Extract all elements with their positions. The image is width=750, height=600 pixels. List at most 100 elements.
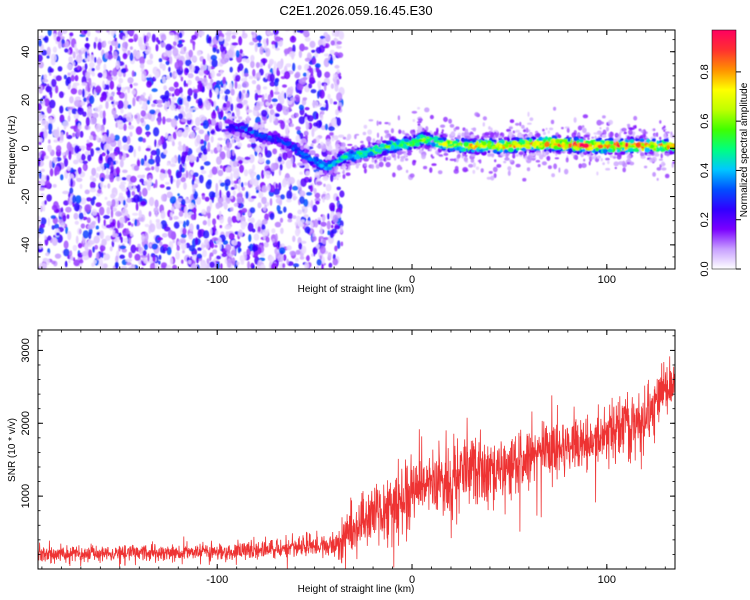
spectrogram-cell xyxy=(523,129,526,133)
spectrogram-cell xyxy=(294,221,298,226)
spectrogram-cell xyxy=(340,146,346,150)
spectrogram-cell xyxy=(85,116,90,127)
spectrogram-cell xyxy=(277,138,282,143)
spectrogram-cell xyxy=(240,126,245,130)
spectrogram-cell xyxy=(470,134,475,138)
spectrogram-cell xyxy=(264,72,268,79)
spectrogram-cell xyxy=(128,125,135,130)
spectrogram-cell xyxy=(154,70,160,79)
spectrogram-cell xyxy=(342,155,349,159)
spectrogram-cell xyxy=(122,199,126,206)
spectrogram-cell xyxy=(653,148,657,151)
spectrogram-cell xyxy=(113,114,119,119)
spectrogram-cell xyxy=(242,58,247,62)
spectrogram-cell xyxy=(119,245,127,250)
spectrogram-cell xyxy=(273,188,280,196)
spectrogram-cell xyxy=(163,85,168,91)
spectrogram-cell xyxy=(208,191,216,199)
spectrogram-cell xyxy=(68,56,73,63)
spectrogram-cell xyxy=(310,67,314,77)
spectrogram-cell xyxy=(330,83,334,89)
spectrogram-cell xyxy=(301,245,307,254)
spectrogram-cell xyxy=(312,204,318,213)
spectrogram-cell xyxy=(504,143,509,148)
spectrogram-cell xyxy=(312,233,316,237)
spectrogram-cell xyxy=(281,179,287,188)
spectrogram-cell xyxy=(277,156,283,163)
spectrogram-cell xyxy=(336,78,340,85)
spectrogram-cell xyxy=(289,250,296,256)
spectrogram-cell xyxy=(259,263,266,269)
spectrogram-cell xyxy=(336,69,340,74)
spectrogram-cell xyxy=(595,138,601,142)
spectrogram-cell xyxy=(320,221,327,227)
spectrogram-cell xyxy=(241,208,248,213)
spectrogram-cell xyxy=(189,131,196,139)
spectrogram-cell xyxy=(541,161,548,166)
spectrogram-cell xyxy=(639,138,645,143)
spectrogram-cell xyxy=(65,226,68,235)
spectrogram-cell xyxy=(70,74,75,82)
spectrogram-cell xyxy=(52,46,58,53)
spectrogram-cell xyxy=(274,221,282,228)
spectrogram-cell xyxy=(614,152,618,156)
spectrogram-cell xyxy=(182,96,187,105)
spectrogram-cell xyxy=(217,169,224,177)
spectrogram-cell xyxy=(250,217,255,224)
spectrogram-cell xyxy=(525,146,532,150)
spectrogram-cell xyxy=(58,41,62,49)
spectrogram-cell xyxy=(261,196,267,205)
spectrogram-cell xyxy=(336,45,342,49)
spectrogram-cell xyxy=(63,240,69,249)
spectrogram-cell xyxy=(266,30,271,36)
spectrogram-cell xyxy=(203,140,207,147)
spectrogram-cell xyxy=(450,131,456,137)
spectrogram-cell xyxy=(103,184,107,189)
spectrogram-cell xyxy=(47,235,52,241)
spectrogram-cell xyxy=(227,216,232,224)
spectrogram-cell xyxy=(66,166,71,172)
spectrogram-cell xyxy=(120,181,127,186)
spectrogram-cell xyxy=(160,42,166,48)
spectrogram-cell xyxy=(228,232,235,240)
spectrogram-cell xyxy=(129,52,134,62)
spectrogram-cell xyxy=(322,38,326,47)
spectrogram-cell xyxy=(69,96,74,104)
spectrogram-cell xyxy=(240,182,244,188)
spectrogram-cell xyxy=(127,135,131,142)
spectrogram-cell xyxy=(388,150,395,154)
spectrogram-cell xyxy=(212,47,217,53)
spectrogram-cell xyxy=(206,258,210,264)
spectrogram-cell xyxy=(63,158,69,167)
spectrogram-cell xyxy=(264,146,268,155)
spectrogram-cell xyxy=(319,255,322,260)
spectrogram-cell xyxy=(475,166,480,170)
spectrogram-cell xyxy=(133,33,139,42)
spectrogram-cell xyxy=(117,220,121,229)
spectrogram-cell xyxy=(236,219,241,223)
spectrogram-cell xyxy=(511,134,516,138)
spectrogram-cell xyxy=(518,151,524,156)
spectrogram-cell xyxy=(140,158,145,166)
spectrogram-cell xyxy=(405,169,409,173)
spectrogram-cell xyxy=(185,83,189,87)
spectrogram-cell xyxy=(303,130,309,137)
spectrogram-cell xyxy=(413,145,418,149)
spectrogram-cell xyxy=(38,137,43,143)
spectrogram-cell xyxy=(202,58,206,66)
spectrogram-cell xyxy=(155,263,159,269)
spectrogram-cell xyxy=(137,243,141,248)
spectrogram-cell xyxy=(77,65,80,71)
spectrogram-cell xyxy=(317,90,320,99)
spectrogram-cell xyxy=(91,72,96,77)
spectrogram-cell xyxy=(219,182,226,187)
spectrogram-cell xyxy=(623,131,627,135)
spectrogram-cell xyxy=(78,212,84,220)
spectrogram-cell xyxy=(396,150,403,155)
spectrogram-cell xyxy=(239,49,243,55)
spectrogram-cell xyxy=(95,225,100,230)
spectrogram-cell xyxy=(145,147,151,152)
spectrogram-cell xyxy=(238,178,241,186)
spectrogram-cell xyxy=(202,119,209,129)
